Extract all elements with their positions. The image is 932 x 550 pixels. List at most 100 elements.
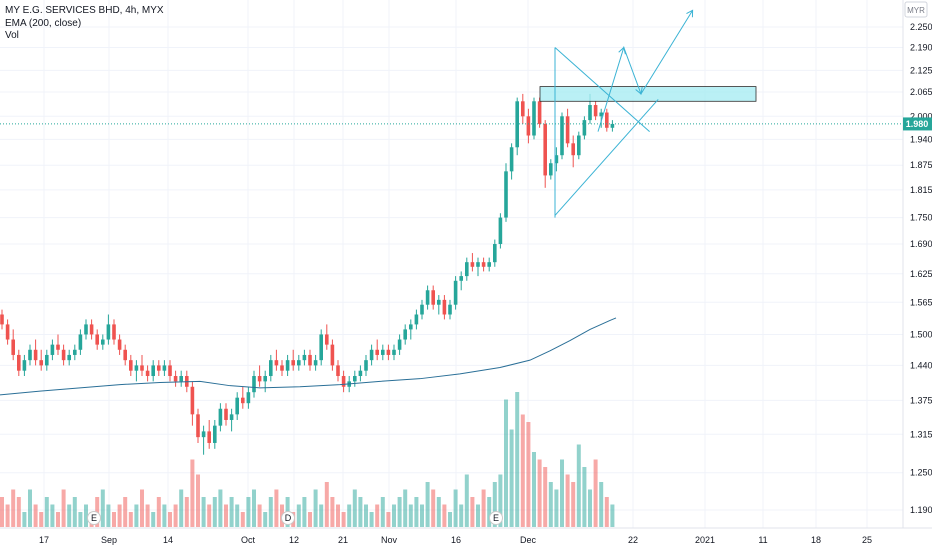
projection-arrow-path <box>597 10 694 132</box>
candle-body <box>577 135 581 156</box>
candle <box>313 354 318 371</box>
candle-body <box>129 360 133 371</box>
time-tick-label: 11 <box>758 535 767 545</box>
candle-body <box>565 116 570 144</box>
candle-body <box>246 392 251 404</box>
candle-body <box>549 163 553 176</box>
candle-body <box>229 414 234 420</box>
volume-bar <box>442 504 447 527</box>
candlesticks <box>0 93 615 455</box>
candle-body <box>5 324 10 340</box>
volume-bar <box>504 399 508 527</box>
price-tick-label: 1.940 <box>910 134 932 144</box>
candle-body <box>235 397 239 415</box>
volume-bar <box>22 512 27 527</box>
symbol-title[interactable]: MY E.G. SERVICES BHD, 4h, MYX <box>5 5 164 16</box>
candle <box>274 349 279 371</box>
volume-bar <box>408 504 413 527</box>
volume-bar <box>168 512 172 527</box>
event-marker[interactable]: E <box>489 511 503 525</box>
candle <box>168 360 172 382</box>
candle-body <box>336 365 340 377</box>
volume-bar <box>459 504 464 527</box>
event-marker-circle <box>281 511 295 525</box>
price-axis[interactable] <box>903 0 932 550</box>
volume-bar <box>229 497 234 527</box>
candle <box>392 344 396 361</box>
volume-bar <box>33 504 38 527</box>
candle-body <box>39 360 43 366</box>
candle <box>397 334 402 355</box>
ema-legend[interactable]: EMA (200, close) <box>5 17 82 29</box>
candle-body <box>392 349 396 355</box>
volume-bar <box>324 482 329 527</box>
candle <box>162 360 167 377</box>
candle <box>218 403 223 432</box>
candle <box>453 276 458 310</box>
price-tick-label: 2.250 <box>910 22 932 32</box>
candle-body <box>521 101 525 117</box>
candle-body <box>308 354 312 366</box>
candle-body <box>425 290 430 305</box>
candle-body <box>252 376 256 393</box>
candle <box>403 324 407 345</box>
candle <box>369 344 374 366</box>
volume-bar <box>224 504 228 527</box>
candle <box>112 319 116 345</box>
ema-line <box>0 317 617 396</box>
candle-body <box>61 349 66 361</box>
candle-body <box>302 354 307 361</box>
price-tick-label: 1.875 <box>910 160 932 170</box>
volume-bar <box>571 482 576 527</box>
volume-bar <box>212 497 217 527</box>
time-tick-label: Nov <box>381 535 398 545</box>
currency-box[interactable] <box>904 1 928 18</box>
candle <box>157 360 161 377</box>
volume-bar <box>112 512 116 527</box>
triangle-upper-line <box>554 47 650 133</box>
candle <box>263 370 267 393</box>
event-marker[interactable]: D <box>281 511 295 525</box>
volume-bar <box>599 482 604 527</box>
volume-bar <box>554 489 559 527</box>
candle <box>353 370 357 387</box>
volume-bar <box>263 512 268 527</box>
volume-bar <box>100 489 105 527</box>
candle-body <box>313 360 318 366</box>
candle <box>302 349 307 366</box>
candle <box>61 344 66 366</box>
event-marker[interactable]: E <box>87 511 101 525</box>
volume-bar <box>403 489 408 527</box>
candle <box>442 295 447 320</box>
candle <box>179 370 183 387</box>
volume-bar <box>498 474 503 527</box>
candle-body <box>515 101 519 148</box>
candle <box>425 285 430 310</box>
time-axis-ticks[interactable]: 17 Sep 14 Oct 12 21 Nov 16 Dec 22 2021 11 18 25 <box>39 535 872 545</box>
candle-body <box>140 365 144 371</box>
candle-body <box>207 431 211 443</box>
volume-bar <box>392 504 396 527</box>
candle-body <box>325 334 329 345</box>
candle <box>50 339 55 361</box>
candle-body <box>403 329 407 340</box>
volume-bar <box>453 489 458 527</box>
price-tick-label: 1.315 <box>910 429 932 439</box>
event-marker-label: E <box>91 513 97 523</box>
candle <box>599 108 603 128</box>
candle <box>549 159 553 180</box>
candle-body <box>588 105 592 121</box>
candle-body <box>459 276 463 281</box>
candle <box>11 329 15 361</box>
volume-bar <box>184 497 189 527</box>
candle <box>280 360 284 377</box>
volume-bar <box>560 459 564 527</box>
candle <box>145 365 150 382</box>
volume-bar <box>369 512 374 527</box>
volume-legend[interactable]: Vol <box>5 30 19 41</box>
event-marker-label: E <box>493 513 499 523</box>
candle-body <box>381 349 385 355</box>
candle-body <box>157 365 161 371</box>
